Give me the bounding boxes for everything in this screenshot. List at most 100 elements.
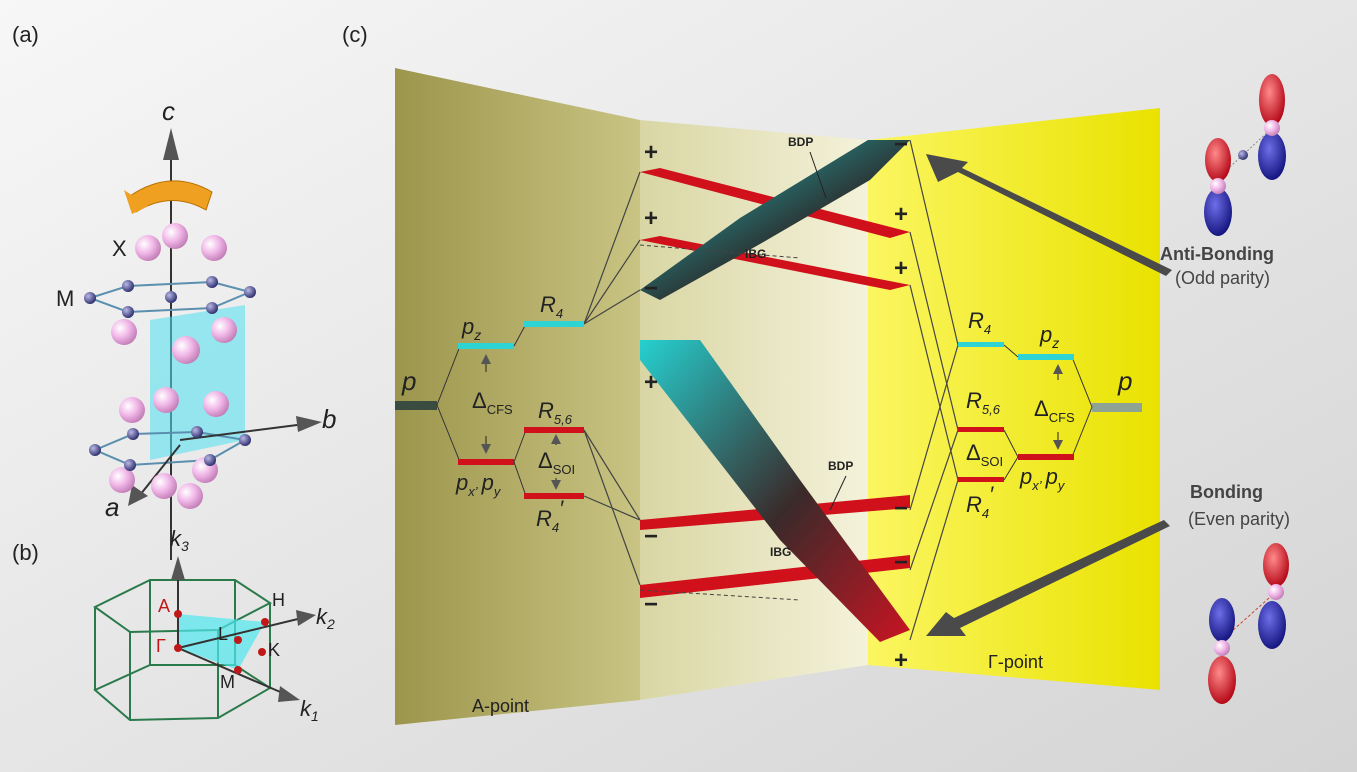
anion-atom bbox=[211, 317, 237, 343]
panel-c-label: (c) bbox=[342, 22, 368, 47]
anion-atoms bbox=[109, 223, 237, 509]
orbital-node bbox=[1214, 640, 1230, 656]
k3-arrowhead bbox=[171, 556, 185, 580]
bdp-bottom-pointer bbox=[829, 475, 847, 511]
k2-arrowhead bbox=[296, 610, 316, 626]
b-axis-arrowhead bbox=[296, 416, 322, 432]
c-axis-arrowhead bbox=[163, 128, 179, 160]
pxy-level-gamma bbox=[1018, 454, 1074, 460]
cation-atom bbox=[89, 444, 101, 456]
R4-label-gamma: R4 bbox=[968, 308, 991, 337]
cation-atom bbox=[165, 291, 177, 303]
sign-right: − bbox=[894, 549, 908, 576]
b-axis-label: b bbox=[322, 404, 336, 434]
sign-right: − bbox=[894, 495, 908, 522]
anion-atom bbox=[119, 397, 145, 423]
cation-atom bbox=[204, 454, 216, 466]
anion-atom bbox=[151, 473, 177, 499]
antibonding-orbital-illustration bbox=[1204, 74, 1286, 236]
sign-left: − bbox=[644, 591, 658, 618]
sign-right: + bbox=[894, 647, 908, 674]
ibg-line-bottom bbox=[639, 589, 801, 601]
panel-a-label: (a) bbox=[12, 22, 39, 47]
point-H bbox=[261, 618, 269, 626]
delta-cfs-label-a: ΔCFS bbox=[472, 388, 513, 417]
orbital-lobe-red bbox=[1259, 74, 1285, 126]
crystal-structure: c b a X M bbox=[56, 96, 336, 560]
cation-atom bbox=[206, 276, 218, 288]
site-x-label: X bbox=[112, 236, 127, 261]
rotation-arrowhead-icon bbox=[124, 190, 148, 214]
R56-label-gamma: R5,6 bbox=[966, 388, 1001, 417]
sign-right: + bbox=[894, 255, 908, 282]
label-A: A bbox=[158, 596, 170, 616]
antibonding-title: Anti-Bonding bbox=[1160, 244, 1274, 264]
corr-line bbox=[583, 429, 641, 521]
cation-atom bbox=[127, 428, 139, 440]
k1-label: k1 bbox=[300, 696, 319, 724]
level-line bbox=[1071, 406, 1093, 458]
corr-line bbox=[909, 344, 959, 511]
R56-label-a: R5,6 bbox=[538, 398, 573, 427]
R4p-label-a: R4′ bbox=[536, 496, 564, 535]
delta-cfs-label-gamma: ΔCFS bbox=[1034, 396, 1075, 425]
corr-line bbox=[909, 479, 959, 641]
label-K: K bbox=[268, 640, 280, 660]
cation-atom bbox=[122, 306, 134, 318]
a-axis-line bbox=[139, 444, 181, 496]
anion-atom bbox=[203, 391, 229, 417]
R4p-level-gamma bbox=[958, 477, 1004, 482]
cation-atom bbox=[244, 286, 256, 298]
orbital-lobe-blue bbox=[1258, 601, 1286, 649]
p-level-a bbox=[395, 401, 437, 410]
orbital-lobe-blue bbox=[1258, 132, 1286, 180]
anion-atom bbox=[153, 387, 179, 413]
corr-line bbox=[909, 284, 959, 481]
cyan-band-top bbox=[640, 140, 910, 300]
k2-axis-line bbox=[177, 617, 303, 649]
pz-label-a: pz bbox=[461, 314, 481, 343]
cation-atom bbox=[206, 302, 218, 314]
antibonding-pointer-arrow bbox=[926, 154, 1172, 276]
level-line bbox=[513, 461, 527, 497]
gamma-point-levels: p pz ΔCFS px’ py R4 R5,6 ΔSOI R4′ Γ-point bbox=[958, 308, 1142, 672]
sign-left: + bbox=[644, 369, 658, 396]
point-L bbox=[234, 636, 242, 644]
site-m-label: M bbox=[56, 286, 74, 311]
a-point-footer: A-point bbox=[472, 696, 529, 716]
parity-signs-left: + + − + − − bbox=[644, 139, 658, 618]
sign-left: − bbox=[644, 275, 658, 302]
sign-right: − bbox=[894, 131, 908, 158]
bdp-top-label: BDP bbox=[788, 135, 813, 149]
level-line bbox=[1003, 456, 1019, 481]
correlation-lines bbox=[583, 139, 959, 641]
point-A bbox=[174, 610, 182, 618]
point-K bbox=[258, 648, 266, 656]
orbital-lobe-blue bbox=[1204, 188, 1232, 236]
corr-line bbox=[909, 231, 959, 431]
level-line bbox=[1003, 344, 1019, 358]
anion-atom bbox=[162, 223, 188, 249]
bdp-top-pointer bbox=[809, 151, 827, 199]
cation-atom bbox=[124, 459, 136, 471]
p-label-a: p bbox=[401, 366, 416, 396]
antibonding-subtitle: (Odd parity) bbox=[1175, 268, 1270, 288]
c-axis-label: c bbox=[162, 96, 175, 126]
pxy-label-gamma: px’ py bbox=[1019, 464, 1066, 493]
a-axis-label: a bbox=[105, 492, 119, 522]
label-M: M bbox=[220, 672, 235, 692]
anion-atom bbox=[109, 467, 135, 493]
sign-left: + bbox=[644, 205, 658, 232]
R4p-level-a bbox=[524, 493, 584, 499]
pz-level-a bbox=[458, 343, 514, 349]
rotation-arrow-icon bbox=[129, 180, 213, 213]
R56-level-a bbox=[524, 427, 584, 433]
k1-axis-line bbox=[177, 647, 286, 695]
cation-atoms bbox=[84, 276, 256, 471]
corr-line bbox=[583, 239, 641, 325]
cation-atom bbox=[191, 426, 203, 438]
ibg-line-top bbox=[639, 244, 801, 259]
a-point-levels: p pz ΔCFS px’ py R4 R5,6 ΔSOI R4′ A-point bbox=[395, 292, 584, 716]
p-label-gamma: p bbox=[1117, 366, 1132, 396]
corr-line bbox=[909, 429, 959, 571]
